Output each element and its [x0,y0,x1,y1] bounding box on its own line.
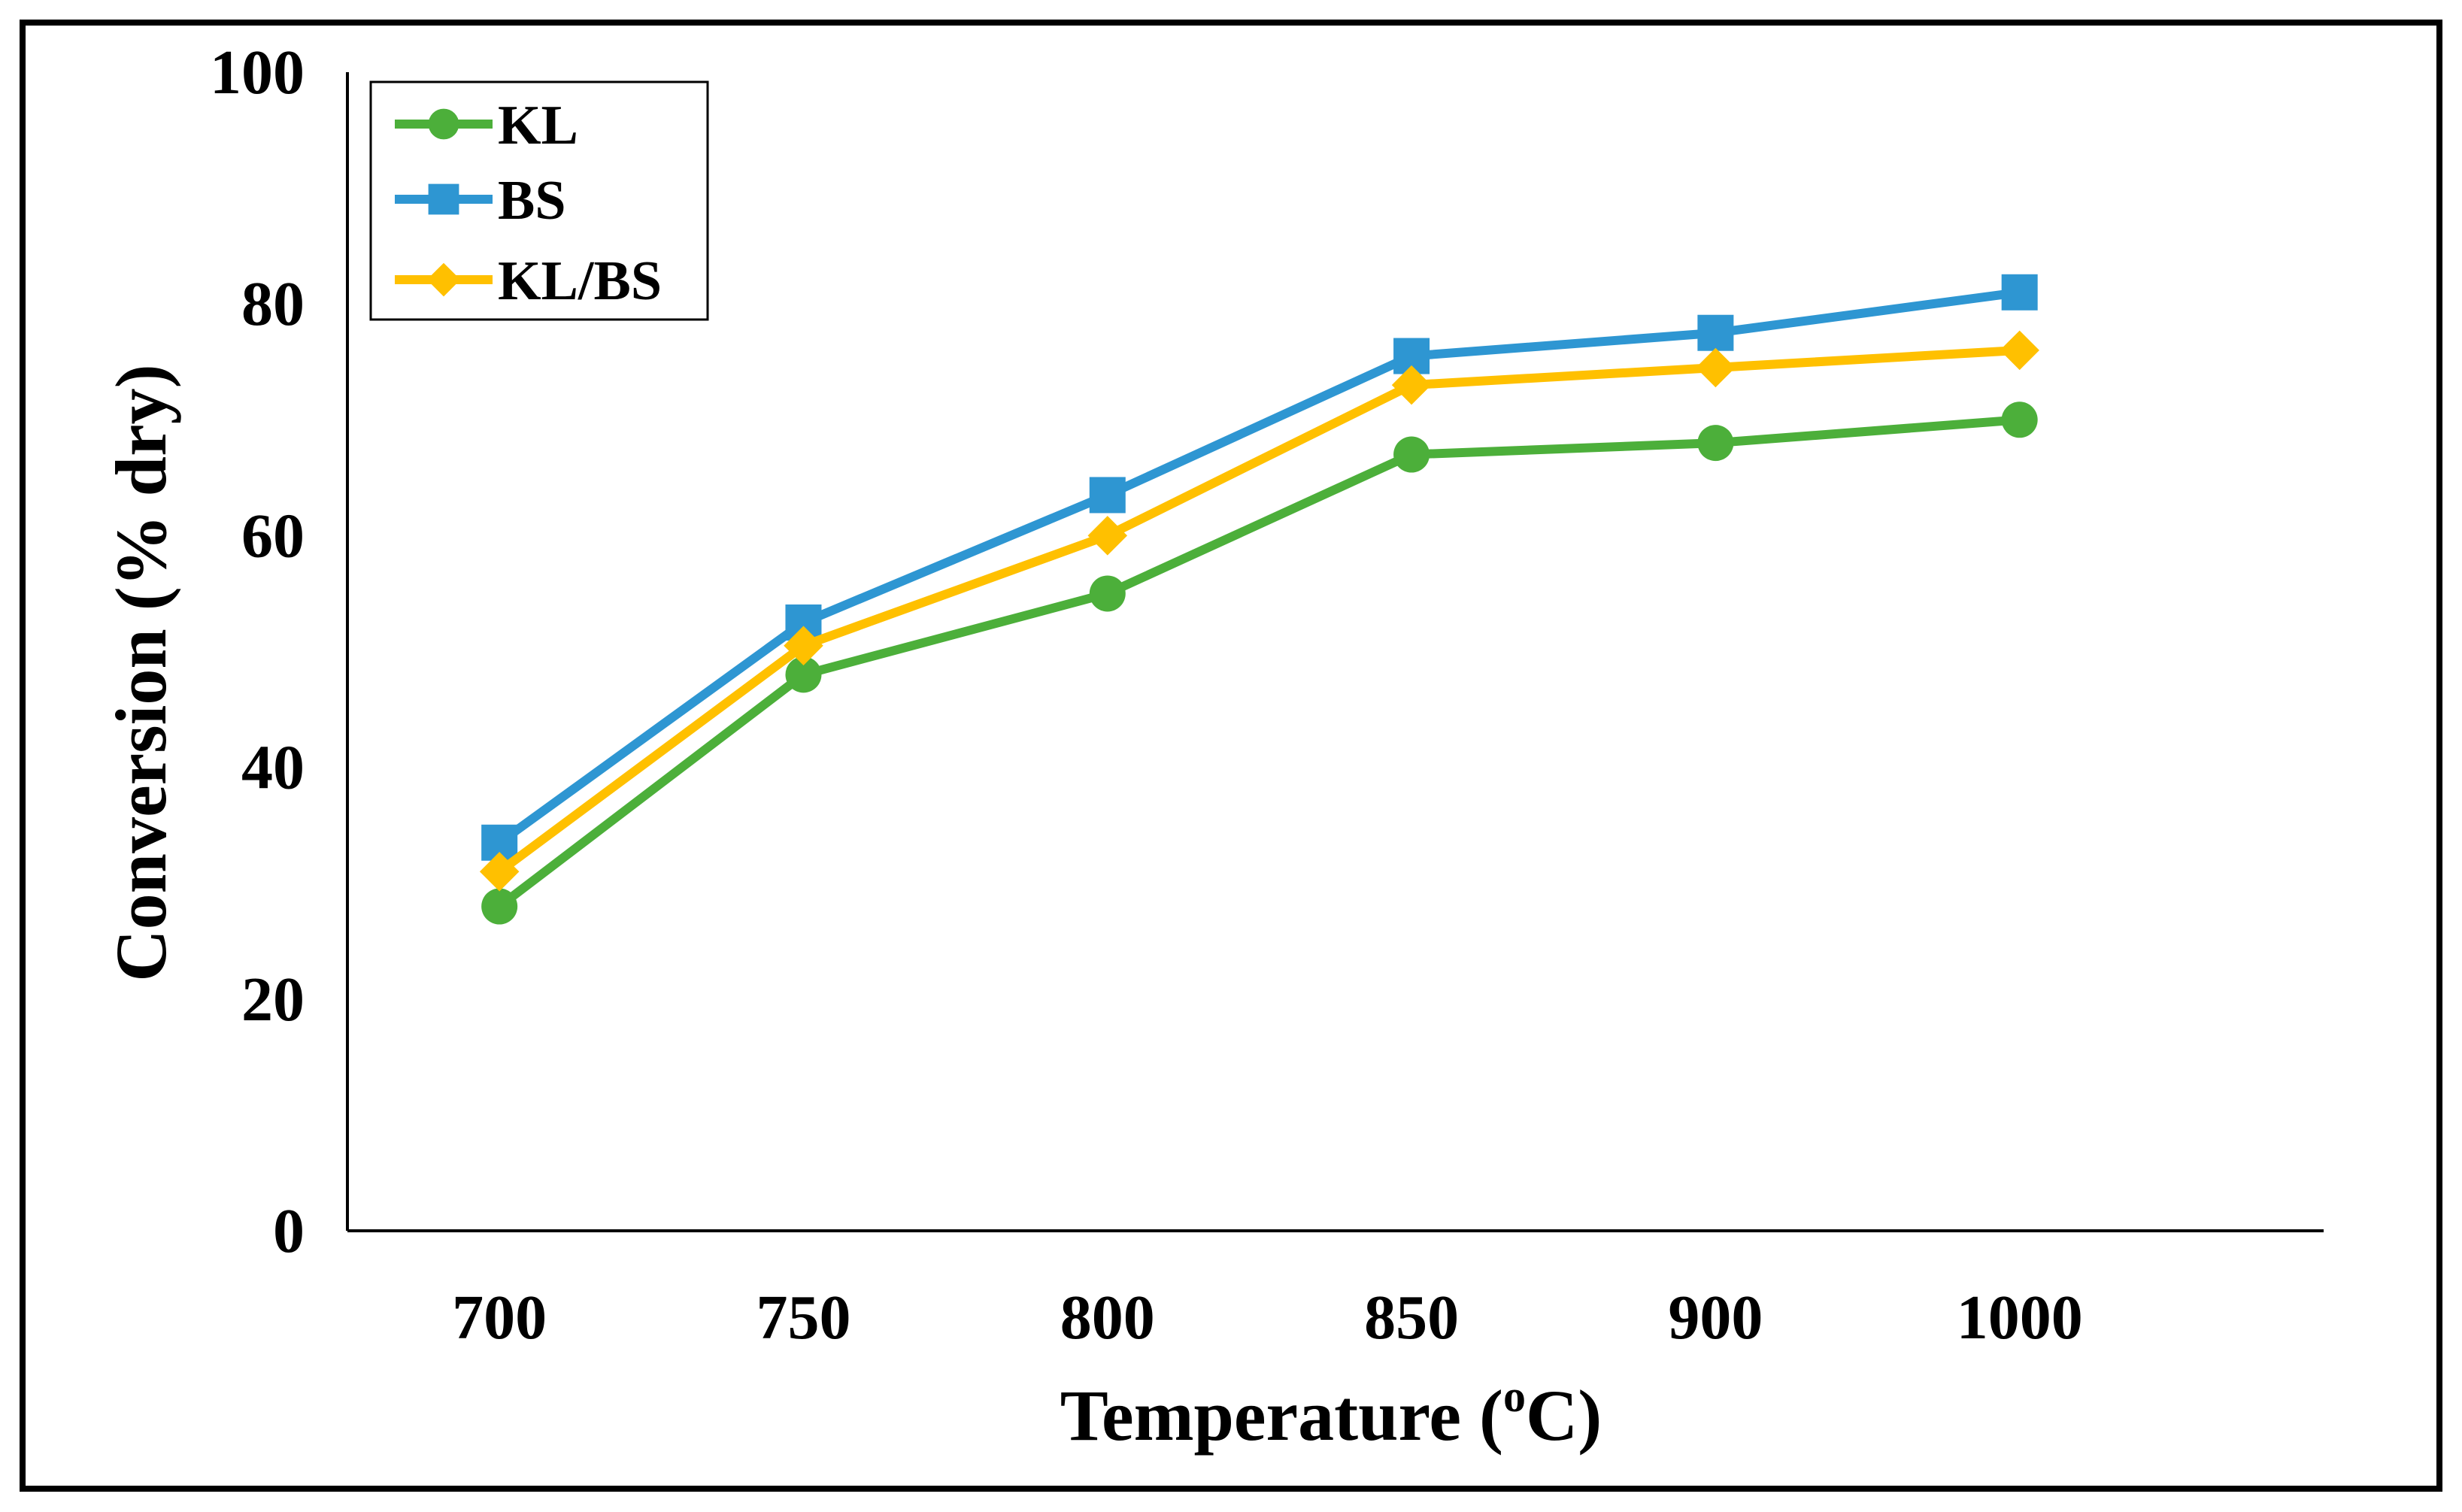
data-point-kl-bs [1087,516,1128,556]
x-axis-title-sup: o [1503,1371,1526,1421]
legend-item-kl: KL [395,95,578,156]
x-tick-label: 800 [1060,1283,1155,1353]
data-point-kl [785,656,822,693]
x-tick-label: 750 [756,1283,850,1353]
legend-items: KL BS KL/BS [395,95,662,312]
legend-label: KL [498,95,578,156]
data-point-kl-bs [1391,365,1432,405]
data-point-kl-bs [784,626,823,666]
legend: KL BS KL/BS [369,80,709,321]
x-axis-title-suffix: C) [1526,1375,1602,1456]
y-tick-label: 0 [273,1196,305,1266]
legend-swatch-marker [428,108,459,140]
x-tick-label: 850 [1364,1283,1459,1353]
y-tick-label: 60 [241,501,305,571]
y-tick-label: 100 [210,38,305,108]
data-point-kl [1697,425,1734,462]
data-point-kl-bs [1696,347,1736,388]
y-axis-title: Conversion (% dry) [101,364,181,981]
data-point-kl-bs [2000,330,2039,371]
data-point-kl-bs [479,852,520,892]
y-tick-label: 80 [241,269,305,339]
data-point-bs [2001,274,2038,311]
series-line-kl-bs [496,345,2021,876]
y-tick-labels: 0 20 40 60 80 100 [210,38,305,1266]
data-point-kl [481,888,518,925]
legend-item-bs: BS [395,170,566,232]
legend-label: KL/BS [498,250,662,312]
x-tick-label: 700 [452,1283,547,1353]
series-kl [481,401,2038,925]
x-tick-labels: 700 750 800 850 900 1000 [452,1283,2083,1353]
data-point-kl [2001,401,2038,438]
x-axis-title-main: Temperature ( [1060,1375,1503,1456]
series-line-bs [496,287,2021,847]
legend-item-kl-bs: KL/BS [395,250,662,312]
data-point-kl [1393,436,1430,473]
y-tick-label: 40 [241,733,305,803]
data-point-kl [1089,575,1126,612]
y-tick-label: 20 [241,965,305,1035]
x-tick-label: 1000 [1957,1283,2083,1353]
legend-swatch-marker [428,183,459,215]
legend-label: BS [498,170,566,232]
data-point-bs [1697,314,1734,351]
series-line-kl [496,415,2021,911]
x-axis-title: Temperature (oC) [1060,1371,1602,1456]
series-layer [479,274,2039,925]
x-tick-label: 900 [1668,1283,1763,1353]
legend-swatch-marker [426,262,461,297]
data-point-bs [1089,477,1126,514]
series-kl-bs [479,330,2039,892]
